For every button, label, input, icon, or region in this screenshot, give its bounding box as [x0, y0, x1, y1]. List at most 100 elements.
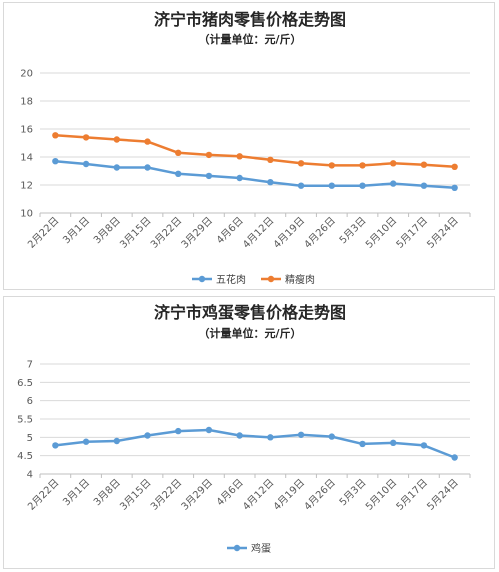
y-tick-label: 10 [20, 209, 33, 220]
data-point [267, 156, 274, 163]
data-point [113, 164, 120, 171]
x-tick-label: 4月12日 [240, 215, 276, 251]
data-point [205, 426, 213, 434]
data-point [175, 170, 182, 177]
data-point [297, 160, 305, 167]
y-tick-label: 5 [27, 433, 33, 444]
data-point [52, 158, 59, 165]
egg-price-chart: 济宁市鸡蛋零售价格走势图 （计量单位：元/斤） 4 4.5 5 5.5 6 6.5 7 2月22日… [17, 303, 471, 555]
chart-subtitle: （计量单位：元/斤） [198, 32, 301, 46]
x-tick-label: 5月10日 [363, 477, 399, 513]
data-point [113, 437, 120, 445]
legend-swatch-marker [233, 544, 241, 552]
x-tick-label: 5月24日 [425, 477, 461, 513]
data-point [175, 427, 182, 435]
data-point [390, 439, 397, 447]
data-point [451, 163, 458, 170]
x-tick-label: 3月22日 [148, 477, 184, 513]
x-tick-label: 3月29日 [179, 477, 215, 513]
data-point [390, 180, 397, 187]
x-tick-label: 3月1日 [61, 215, 93, 247]
series-line [54, 134, 456, 169]
egg-price-chart-panel: 济宁市鸡蛋零售价格走势图 （计量单位：元/斤） 4 4.5 5 5.5 6 6.5 7 2月22日… [3, 296, 495, 569]
data-point [113, 136, 120, 143]
x-tick-label: 3月15日 [117, 215, 153, 251]
x-tick-label: 5月3日 [337, 215, 369, 247]
data-point [420, 442, 428, 449]
data-point [52, 132, 59, 139]
data-point [236, 432, 243, 439]
chart-subtitle: （计量单位：元/斤） [198, 326, 301, 340]
y-tick-label: 5.5 [17, 415, 33, 426]
data-point [267, 179, 274, 186]
x-tick-label: 5月17日 [394, 215, 430, 251]
data-point [205, 172, 213, 180]
y-tick-label: 18 [20, 97, 33, 108]
data-point [451, 454, 458, 461]
legend-label: 五花肉 [216, 273, 246, 286]
data-point [82, 134, 90, 141]
y-tick-label: 14 [20, 153, 33, 164]
x-tick-label: 3月8日 [91, 215, 123, 247]
y-tick-label: 12 [20, 181, 33, 192]
x-tick-label: 4月19日 [271, 215, 307, 251]
data-point [390, 160, 397, 167]
data-point [328, 433, 335, 440]
legend-item: 精瘦肉 [261, 273, 315, 286]
legend-label: 精瘦肉 [285, 273, 315, 286]
y-tick-label: 4.5 [17, 451, 33, 462]
series-line [54, 159, 456, 190]
data-point [144, 432, 151, 439]
y-tick-label: 6 [27, 396, 33, 407]
x-tick-label: 2月22日 [25, 477, 61, 513]
data-point [236, 174, 243, 182]
x-tick-label: 3月22日 [148, 215, 184, 251]
data-point [451, 184, 458, 191]
data-point [52, 442, 59, 449]
data-point [420, 161, 428, 168]
x-tick-label: 3月15日 [117, 477, 153, 513]
y-tick-label: 20 [20, 69, 33, 80]
data-point [82, 160, 90, 168]
x-tick-label: 4月19日 [271, 477, 307, 513]
data-point [359, 162, 366, 169]
data-point [144, 164, 151, 171]
legend-swatch-marker [267, 275, 275, 283]
data-point [205, 151, 213, 159]
x-tick-label: 4月12日 [240, 477, 276, 513]
chart-title: 济宁市鸡蛋零售价格走势图 [154, 303, 346, 322]
x-tick-label: 3月8日 [91, 477, 123, 509]
legend-swatch-marker [198, 275, 206, 283]
data-point [297, 431, 305, 438]
legend-label: 鸡蛋 [251, 542, 271, 555]
x-tick-label: 5月10日 [363, 215, 399, 251]
series-line [54, 428, 456, 459]
y-tick-label: 7 [27, 360, 33, 371]
y-tick-label: 4 [27, 470, 33, 481]
data-point [144, 138, 151, 145]
pork-price-chart-panel: 济宁市猪肉零售价格走势图 （计量单位：元/斤） 10 12 14 16 18 20 2月22日 3… [3, 2, 495, 290]
x-tick-label: 4月6日 [214, 477, 246, 509]
x-tick-label: 5月24日 [425, 215, 461, 251]
data-point [420, 182, 428, 189]
data-point [359, 440, 366, 448]
legend-item: 鸡蛋 [227, 542, 271, 555]
data-point [359, 182, 366, 189]
y-tick-label: 6.5 [17, 378, 33, 389]
data-point [82, 438, 90, 445]
x-tick-label: 3月1日 [61, 477, 93, 509]
data-point [267, 434, 274, 441]
x-tick-label: 2月22日 [25, 215, 61, 251]
x-tick-label: 4月6日 [214, 215, 246, 247]
data-point [297, 182, 305, 189]
x-tick-label: 3月29日 [179, 215, 215, 251]
x-tick-label: 4月26日 [302, 477, 338, 513]
y-tick-label: 16 [20, 125, 33, 136]
data-point [328, 182, 335, 189]
chart-title: 济宁市猪肉零售价格走势图 [154, 10, 346, 29]
data-point [328, 162, 335, 169]
legend-item: 五花肉 [192, 273, 246, 286]
x-tick-label: 5月3日 [337, 477, 369, 509]
x-tick-label: 4月26日 [302, 215, 338, 251]
